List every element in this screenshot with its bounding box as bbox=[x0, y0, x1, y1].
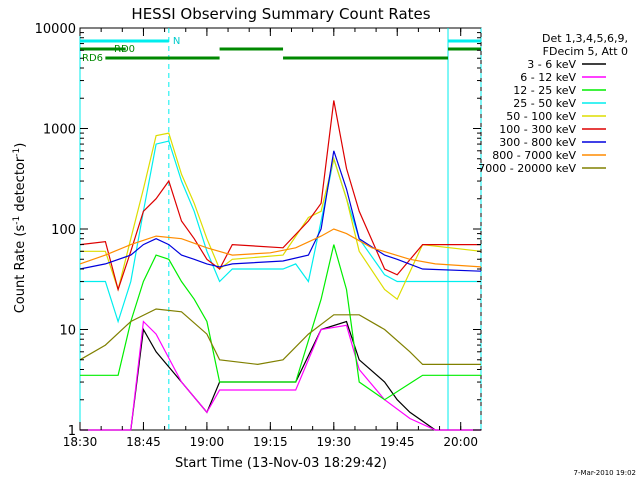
series-line-2 bbox=[80, 244, 481, 401]
legend-label-8: 7000 - 20000 keV bbox=[478, 162, 576, 175]
y-label-main: Count Rate (s bbox=[13, 225, 28, 314]
flag-bars: N RD0 RD6 bbox=[80, 36, 481, 64]
legend-label-3: 25 - 50 keV bbox=[513, 97, 576, 110]
legend-label-6: 300 - 800 keV bbox=[499, 136, 576, 149]
series-line-7 bbox=[79, 228, 482, 268]
axes: 18:30 18:45 19:00 19:15 19:30 19:45 20:00 1 10 10… bbox=[35, 22, 481, 449]
y-tick-label-4: 10000 bbox=[35, 22, 76, 37]
series-line-4 bbox=[80, 132, 482, 301]
legend-header-1: Det 1,3,4,5,6,9, bbox=[542, 32, 628, 45]
legend-label-0: 3 - 6 keV bbox=[527, 58, 576, 71]
y-tick-label-0: 1 bbox=[68, 424, 76, 439]
flag-label-N: N bbox=[173, 36, 180, 47]
flag-label-RD0: RD0 bbox=[114, 44, 135, 55]
legend: Det 1,3,4,5,6,9, FDecim 5, Att 0 3 - 6 k… bbox=[478, 32, 628, 175]
footer-timestamp: 7-Mar-2010 19:02 bbox=[574, 469, 636, 477]
legend-label-4: 50 - 100 keV bbox=[506, 110, 576, 123]
y-label-sup2: -1 bbox=[12, 148, 22, 157]
legend-label-7: 800 - 7000 keV bbox=[492, 149, 576, 162]
x-tick-label-3: 19:15 bbox=[253, 435, 288, 449]
legend-label-5: 100 - 300 keV bbox=[499, 123, 576, 136]
legend-label-2: 12 - 25 keV bbox=[513, 84, 576, 97]
y-axis-label: Count Rate (s-1 detector-1) bbox=[12, 143, 28, 314]
y-label-mid: detector bbox=[13, 156, 28, 216]
series-line-5 bbox=[79, 100, 481, 292]
chart-title: HESSI Observing Summary Count Rates bbox=[131, 5, 430, 23]
x-tick-label-5: 19:45 bbox=[380, 435, 415, 449]
x-axis-label: Start Time (13-Nov-03 18:29:42) bbox=[175, 456, 387, 471]
legend-label-1: 6 - 12 keV bbox=[520, 71, 576, 84]
y-label-sup1: -1 bbox=[12, 216, 22, 225]
y-tick-label-1: 10 bbox=[59, 324, 76, 339]
y-label-end: ) bbox=[13, 143, 28, 148]
x-tick-label-0: 18:30 bbox=[63, 435, 98, 449]
series-lines bbox=[79, 100, 482, 431]
legend-header-2: FDecim 5, Att 0 bbox=[543, 45, 628, 58]
series-line-3 bbox=[80, 140, 481, 324]
x-tick-label-2: 19:00 bbox=[190, 435, 225, 449]
series-line-6 bbox=[79, 150, 482, 272]
x-tick-label-6: 20:00 bbox=[443, 435, 478, 449]
y-tick-label-3: 1000 bbox=[43, 123, 76, 138]
series-line-8 bbox=[79, 308, 481, 366]
y-tick-label-2: 100 bbox=[51, 223, 76, 238]
series-line-1 bbox=[80, 320, 481, 431]
x-tick-label-1: 18:45 bbox=[126, 435, 161, 449]
flag-label-RD6: RD6 bbox=[82, 53, 103, 64]
x-tick-label-4: 19:30 bbox=[317, 435, 352, 449]
